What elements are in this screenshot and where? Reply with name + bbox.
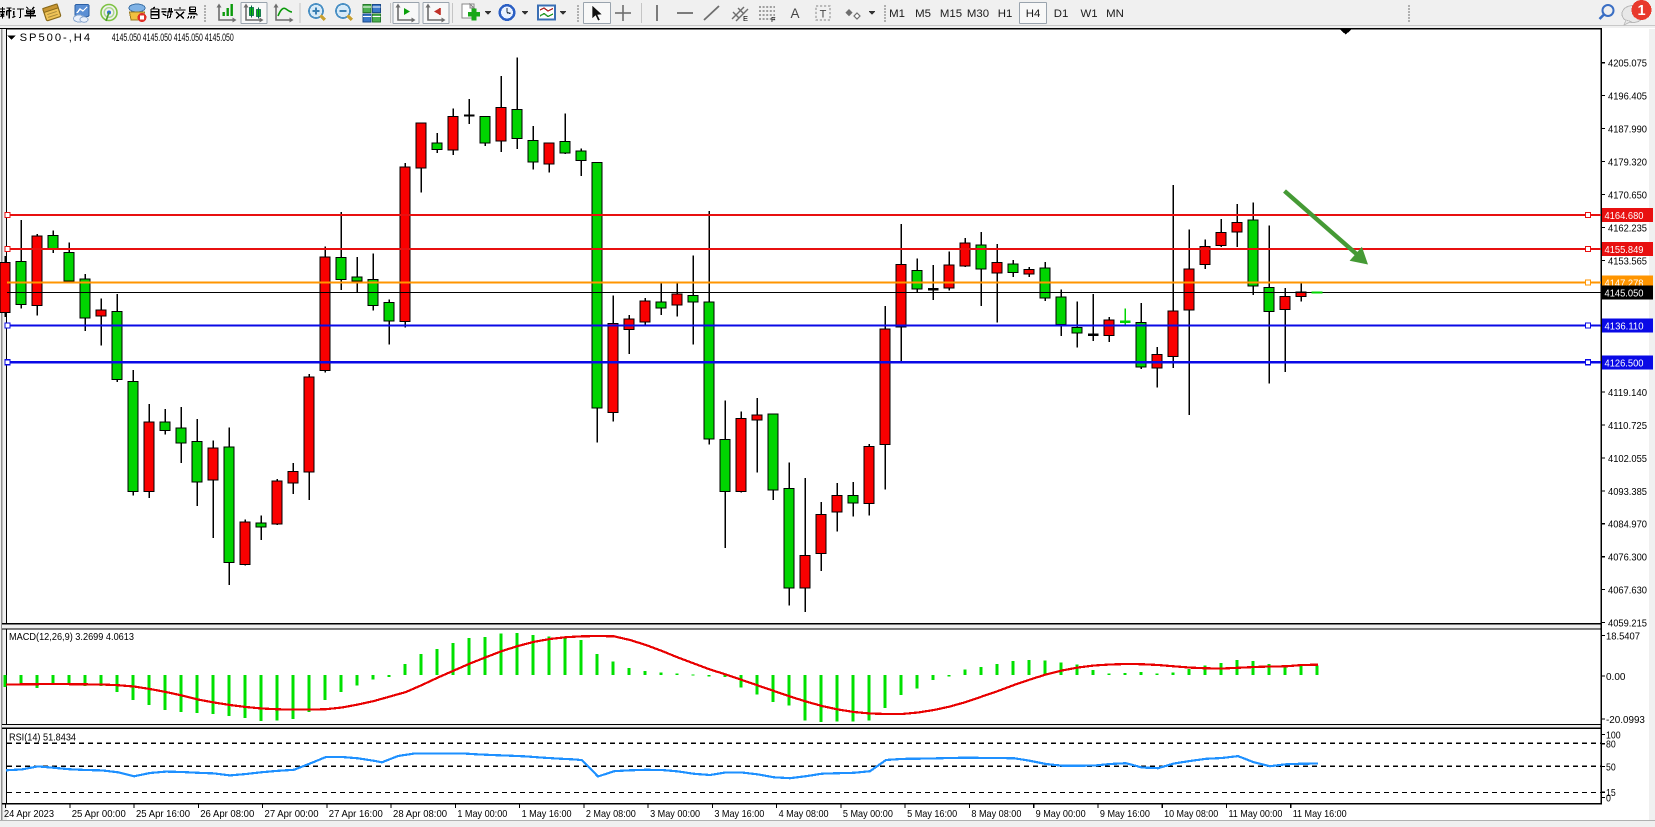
svg-text:4110.725: 4110.725 [1608, 421, 1647, 432]
svg-text:M5: M5 [915, 8, 931, 20]
svg-text:4153.565: 4153.565 [1608, 256, 1647, 267]
svg-text:5 May 00:00: 5 May 00:00 [843, 809, 893, 820]
svg-text:4170.650: 4170.650 [1608, 190, 1647, 201]
svg-text:D1: D1 [1054, 8, 1069, 20]
svg-text:4155.849: 4155.849 [1605, 245, 1644, 256]
svg-text:4145.050: 4145.050 [1605, 289, 1644, 300]
svg-text:50: 50 [1606, 763, 1616, 774]
svg-text:4119.140: 4119.140 [1608, 388, 1647, 399]
svg-text:4059.215: 4059.215 [1608, 619, 1647, 630]
svg-text:M30: M30 [967, 8, 989, 20]
svg-text:4076.300: 4076.300 [1608, 553, 1647, 564]
svg-text:1: 1 [1637, 3, 1645, 19]
svg-text:M15: M15 [940, 8, 962, 20]
svg-text:4067.630: 4067.630 [1608, 586, 1647, 597]
svg-text:18.5407: 18.5407 [1606, 632, 1640, 643]
svg-text:11 May 00:00: 11 May 00:00 [1228, 809, 1282, 820]
svg-text:T: T [820, 9, 827, 21]
svg-text:4 May 08:00: 4 May 08:00 [779, 809, 829, 820]
svg-text:4126.500: 4126.500 [1605, 359, 1644, 370]
svg-text:4136.110: 4136.110 [1605, 322, 1644, 333]
svg-text:0.00: 0.00 [1606, 672, 1626, 683]
svg-text:15: 15 [1606, 788, 1616, 799]
svg-text:25 Apr 16:00: 25 Apr 16:00 [136, 809, 190, 820]
svg-text:24 Apr 2023: 24 Apr 2023 [4, 809, 54, 820]
svg-text:SP500-,H4: SP500-,H4 [20, 32, 91, 44]
svg-text:4196.405: 4196.405 [1608, 92, 1647, 103]
svg-text:10 May 08:00: 10 May 08:00 [1164, 809, 1218, 820]
svg-text:27 Apr 16:00: 27 Apr 16:00 [329, 809, 383, 820]
svg-text:MACD(12,26,9) 3.2699 4.0613: MACD(12,26,9) 3.2699 4.0613 [9, 632, 134, 643]
svg-text:4162.235: 4162.235 [1608, 223, 1647, 234]
svg-text:2 May 08:00: 2 May 08:00 [586, 809, 636, 820]
svg-text:1 May 16:00: 1 May 16:00 [522, 809, 572, 820]
svg-text:W1: W1 [1080, 8, 1097, 20]
svg-text:3 May 00:00: 3 May 00:00 [650, 809, 700, 820]
svg-text:E: E [743, 14, 748, 23]
svg-text:3 May 16:00: 3 May 16:00 [714, 809, 764, 820]
svg-text:9 May 16:00: 9 May 16:00 [1100, 809, 1150, 820]
svg-text:100: 100 [1606, 730, 1621, 741]
svg-text:M1: M1 [889, 8, 905, 20]
svg-text:4164.680: 4164.680 [1605, 211, 1644, 222]
svg-text:F: F [771, 15, 776, 24]
svg-text:26 Apr 08:00: 26 Apr 08:00 [200, 809, 254, 820]
svg-text:4084.970: 4084.970 [1608, 520, 1647, 531]
svg-text:4147.278: 4147.278 [1605, 279, 1644, 290]
svg-text:4102.055: 4102.055 [1608, 454, 1647, 465]
svg-text:5 May 16:00: 5 May 16:00 [907, 809, 957, 820]
svg-text:A: A [790, 6, 799, 21]
svg-text:4145.050 4145.050 4145.050 414: 4145.050 4145.050 4145.050 4145.050 [112, 32, 234, 44]
svg-text:4205.075: 4205.075 [1608, 59, 1647, 70]
svg-text:1 May 00:00: 1 May 00:00 [457, 809, 507, 820]
svg-text:4093.385: 4093.385 [1608, 487, 1647, 498]
svg-text:9 May 00:00: 9 May 00:00 [1036, 809, 1086, 820]
svg-text:80: 80 [1606, 740, 1616, 751]
svg-text:H4: H4 [1026, 8, 1041, 20]
svg-text:11 May 16:00: 11 May 16:00 [1293, 809, 1347, 820]
svg-text:H1: H1 [998, 8, 1013, 20]
svg-text:25 Apr 00:00: 25 Apr 00:00 [72, 809, 126, 820]
svg-text:4187.990: 4187.990 [1608, 125, 1647, 136]
svg-text:8 May 08:00: 8 May 08:00 [971, 809, 1021, 820]
svg-text:4179.320: 4179.320 [1608, 157, 1647, 168]
svg-text:RSI(14) 51.8434: RSI(14) 51.8434 [9, 733, 76, 744]
svg-text:MN: MN [1106, 8, 1124, 20]
svg-text:27 Apr 00:00: 27 Apr 00:00 [265, 809, 319, 820]
svg-text:28 Apr 08:00: 28 Apr 08:00 [393, 809, 447, 820]
svg-text:-20.0993: -20.0993 [1606, 715, 1645, 726]
svg-text:0: 0 [1606, 794, 1611, 805]
